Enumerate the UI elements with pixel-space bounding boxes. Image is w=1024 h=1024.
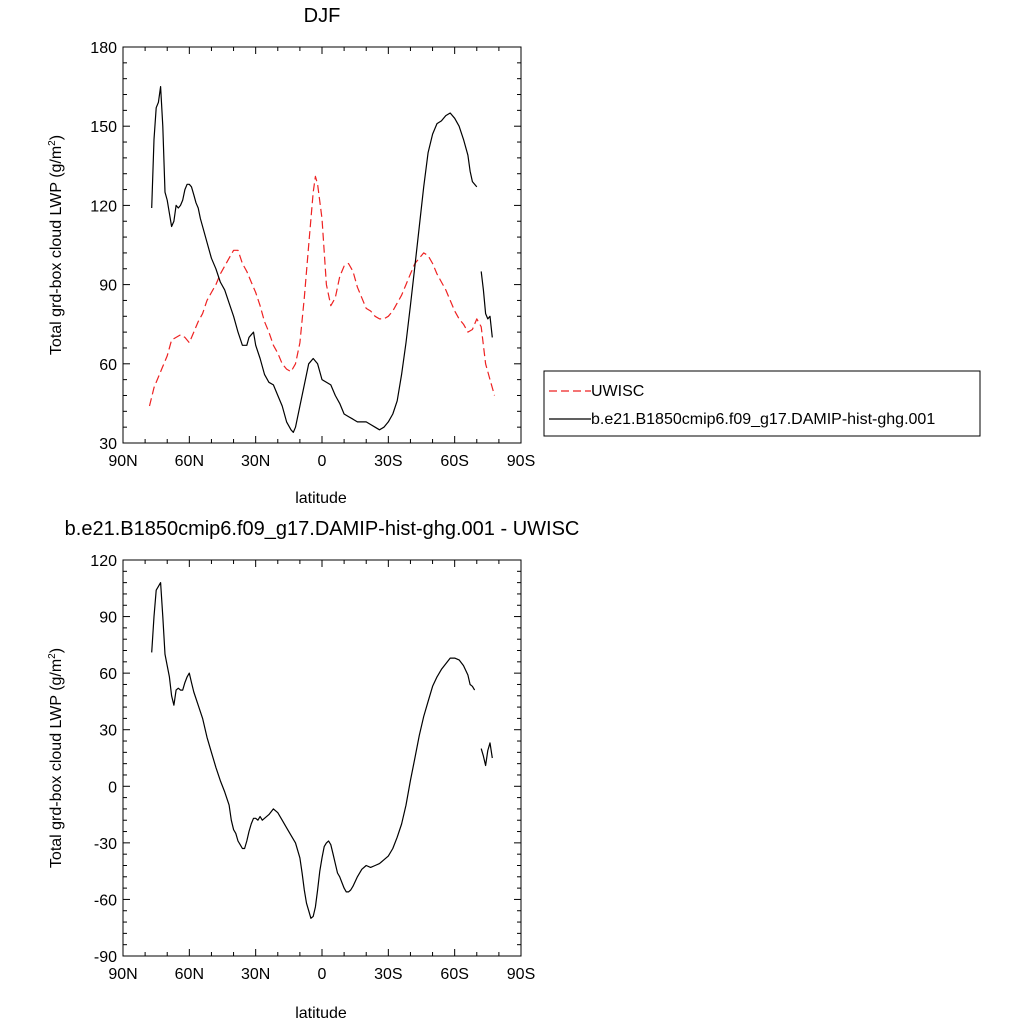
y-tick-label: -60 xyxy=(94,892,117,909)
x-tick-label: 60S xyxy=(440,453,468,470)
x-tick-label: 30S xyxy=(374,453,402,470)
y-tick-label: 60 xyxy=(99,357,117,374)
y-axis-label-text: Total grd-box cloud LWP (g/m xyxy=(48,659,65,868)
y-tick-label: 120 xyxy=(90,198,117,215)
y-axis-label-text: Total grd-box cloud LWP (g/m xyxy=(48,146,65,355)
x-tick-label: 30S xyxy=(374,966,402,983)
x-axis-label: latitude xyxy=(295,1005,347,1022)
y-tick-label: 150 xyxy=(90,119,117,136)
series-line-model xyxy=(480,271,493,338)
series-line-model xyxy=(151,85,478,433)
y-tick-label: 30 xyxy=(99,723,117,740)
legend-box xyxy=(543,370,981,437)
plot-series xyxy=(151,581,493,919)
axis-ticks: 90N 60N 30N 0 30S 60S 90S 30 60 90 120 150 180 xyxy=(90,40,535,470)
x-axis-label: latitude xyxy=(295,490,347,507)
chart-title: DJF xyxy=(304,5,341,27)
axis-ticks: 90N 60N 30N 0 30S 60S 90S -90 -60 -30 0 30 60 90 120 xyxy=(90,553,535,983)
x-tick-label: 60S xyxy=(440,966,468,983)
x-tick-label: 60N xyxy=(175,453,204,470)
plot-frame xyxy=(122,46,522,444)
x-tick-label: 90N xyxy=(108,966,137,983)
chart-panel-difference: b.e21.B1850cmip6.f09_g17.DAMIP-hist-ghg.… xyxy=(47,518,579,1022)
x-tick-label: 0 xyxy=(318,453,327,470)
x-tick-label: 30N xyxy=(241,453,270,470)
x-tick-label: 60N xyxy=(175,966,204,983)
y-tick-label: -90 xyxy=(94,949,117,966)
y-tick-label: 90 xyxy=(99,278,117,295)
series-line-model xyxy=(151,581,476,919)
y-tick-label: 0 xyxy=(108,779,117,796)
y-tick-label: 90 xyxy=(99,610,117,627)
y-axis-label: Total grd-box cloud LWP (g/m2) xyxy=(47,135,65,355)
x-tick-label: 90S xyxy=(507,453,535,470)
y-axis-label: Total grd-box cloud LWP (g/m2) xyxy=(47,648,65,868)
legend: UWISC b.e21.B1850cmip6.f09_g17.DAMIP-his… xyxy=(543,370,981,437)
plot-frame xyxy=(122,559,522,957)
y-tick-label: 30 xyxy=(99,436,117,453)
y-axis-label-superscript: 2 xyxy=(47,140,58,146)
legend-entry-uwisc: UWISC xyxy=(591,383,644,400)
y-tick-label: 120 xyxy=(90,553,117,570)
y-tick-label: 180 xyxy=(90,40,117,57)
legend-entry-model: b.e21.B1850cmip6.f09_g17.DAMIP-hist-ghg.… xyxy=(591,411,935,428)
series-line-uwisc xyxy=(148,175,496,407)
chart-title: b.e21.B1850cmip6.f09_g17.DAMIP-hist-ghg.… xyxy=(65,518,580,540)
x-tick-label: 90S xyxy=(507,966,535,983)
y-tick-label: -30 xyxy=(94,836,117,853)
y-axis-label-superscript: 2 xyxy=(47,653,58,659)
y-axis-label-close: ) xyxy=(48,135,65,140)
x-tick-label: 90N xyxy=(108,453,137,470)
y-tick-label: 60 xyxy=(99,666,117,683)
series-line-model xyxy=(480,742,493,767)
y-axis-label-close: ) xyxy=(48,648,65,653)
chart-panel-djf: DJF 90N 60N 30N 0 30S 60S 90S 30 60 90 120 150 180 l… xyxy=(47,5,981,507)
x-tick-label: 30N xyxy=(241,966,270,983)
plot-series xyxy=(148,85,496,433)
x-tick-label: 0 xyxy=(318,966,327,983)
